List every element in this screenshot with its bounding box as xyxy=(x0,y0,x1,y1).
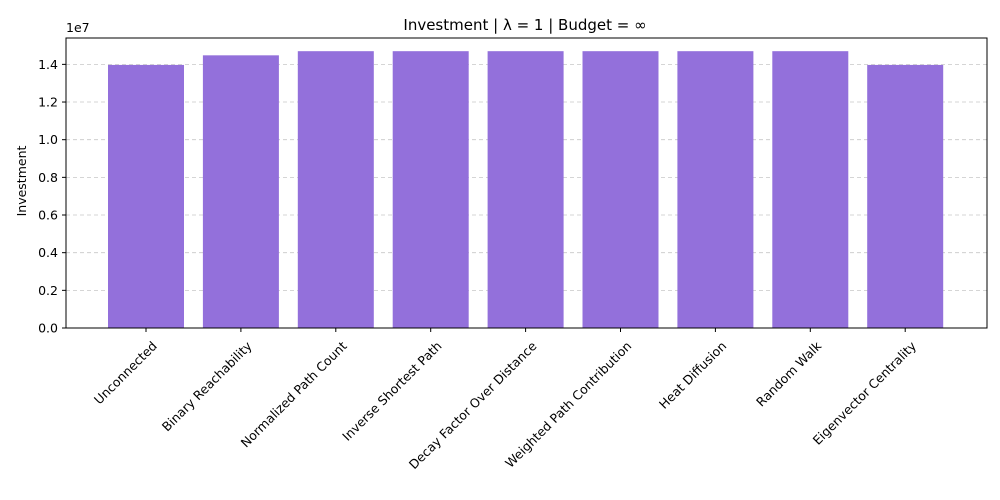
x-tick-label: Random Walk xyxy=(753,338,825,410)
y-tick-label: 0.6 xyxy=(38,208,58,223)
y-tick-label: 0.8 xyxy=(38,170,58,185)
chart-title: Investment | λ = 1 | Budget = ∞ xyxy=(403,16,646,34)
y-axis-offset-label: 1e7 xyxy=(66,20,90,35)
y-ticks: 0.0 0.2 0.4 0.6 0.8 1.0 1.2 1.4 xyxy=(38,57,66,336)
bar xyxy=(582,51,659,328)
axes xyxy=(65,37,988,329)
y-tick-label: 0.2 xyxy=(38,283,58,298)
bar xyxy=(202,55,279,328)
y-axis-label: Investment xyxy=(14,146,29,217)
y-tick-label: 0.4 xyxy=(38,245,58,260)
bars xyxy=(108,51,944,328)
bar xyxy=(677,51,754,328)
bar xyxy=(487,51,564,328)
x-tick-label: Binary Reachability xyxy=(159,338,255,434)
bar xyxy=(297,51,374,328)
plot-frame xyxy=(65,37,988,329)
x-tick-label: Eigenvector Centrality xyxy=(810,338,920,448)
bar xyxy=(392,51,469,328)
y-tick-label: 1.0 xyxy=(38,132,58,147)
x-tick-label: Normalized Path Count xyxy=(238,338,350,450)
y-tick-label: 1.2 xyxy=(38,95,58,110)
x-tick-label: Unconnected xyxy=(91,338,160,407)
bar xyxy=(108,64,184,328)
x-tick-label: Inverse Shortest Path xyxy=(339,338,444,443)
bar xyxy=(772,51,849,328)
y-tick-label: 1.4 xyxy=(38,57,58,72)
bar xyxy=(867,64,944,328)
x-tick-label: Heat Diffusion xyxy=(656,338,729,411)
y-tick-label: 0.0 xyxy=(38,321,58,336)
